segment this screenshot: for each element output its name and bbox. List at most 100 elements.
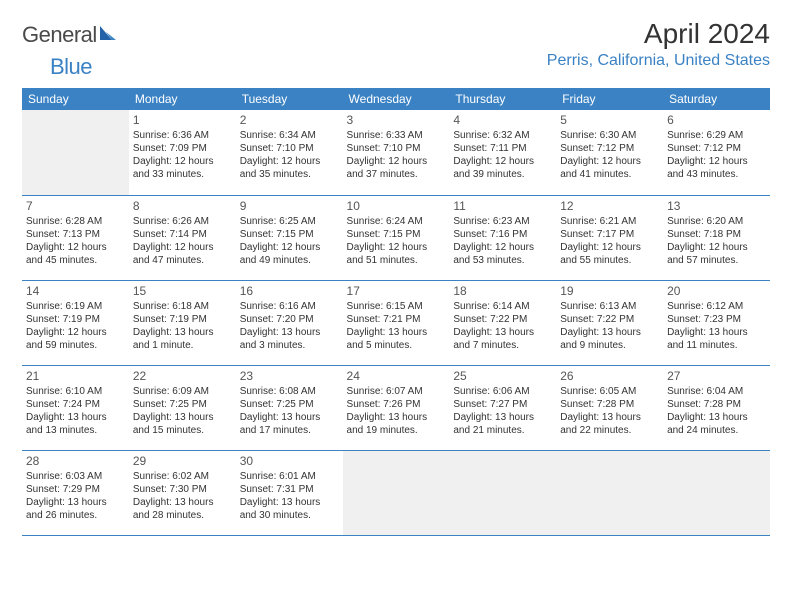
day-info-line: Sunrise: 6:04 AM bbox=[667, 385, 766, 398]
logo-sail-icon bbox=[98, 24, 118, 47]
day-info: Sunrise: 6:26 AMSunset: 7:14 PMDaylight:… bbox=[133, 215, 232, 267]
day-info: Sunrise: 6:05 AMSunset: 7:28 PMDaylight:… bbox=[560, 385, 659, 437]
day-info: Sunrise: 6:02 AMSunset: 7:30 PMDaylight:… bbox=[133, 470, 232, 522]
logo: General bbox=[22, 18, 118, 48]
day-info-line: and 9 minutes. bbox=[560, 339, 659, 352]
day-info: Sunrise: 6:28 AMSunset: 7:13 PMDaylight:… bbox=[26, 215, 125, 267]
day-info-line: Sunrise: 6:28 AM bbox=[26, 215, 125, 228]
day-number: 14 bbox=[26, 284, 125, 298]
day-number: 1 bbox=[133, 113, 232, 127]
day-info: Sunrise: 6:25 AMSunset: 7:15 PMDaylight:… bbox=[240, 215, 339, 267]
day-info-line: Daylight: 12 hours bbox=[240, 241, 339, 254]
day-info-line: Daylight: 13 hours bbox=[453, 326, 552, 339]
day-info-line: and 21 minutes. bbox=[453, 424, 552, 437]
day-info: Sunrise: 6:03 AMSunset: 7:29 PMDaylight:… bbox=[26, 470, 125, 522]
day-info-line: and 26 minutes. bbox=[26, 509, 125, 522]
day-info-line: Daylight: 12 hours bbox=[560, 155, 659, 168]
calendar-cell: 27Sunrise: 6:04 AMSunset: 7:28 PMDayligh… bbox=[663, 365, 770, 450]
day-info-line: Sunrise: 6:23 AM bbox=[453, 215, 552, 228]
day-info-line: Sunset: 7:13 PM bbox=[26, 228, 125, 241]
day-info-line: Sunrise: 6:18 AM bbox=[133, 300, 232, 313]
day-info-line: Sunset: 7:20 PM bbox=[240, 313, 339, 326]
day-info-line: Sunset: 7:12 PM bbox=[560, 142, 659, 155]
day-info-line: Daylight: 13 hours bbox=[133, 326, 232, 339]
day-info-line: Daylight: 13 hours bbox=[26, 496, 125, 509]
day-info-line: Daylight: 12 hours bbox=[453, 241, 552, 254]
calendar-body: 1 Sunrise: 6:36 AMSunset: 7:09 PMDaylight… bbox=[22, 110, 770, 535]
day-info: Sunrise: 6:01 AMSunset: 7:31 PMDaylight:… bbox=[240, 470, 339, 522]
weekday-header: Thursday bbox=[449, 88, 556, 110]
calendar-cell: 24Sunrise: 6:07 AMSunset: 7:26 PMDayligh… bbox=[343, 365, 450, 450]
day-info-line: Sunset: 7:19 PM bbox=[133, 313, 232, 326]
day-info: Sunrise: 6:34 AMSunset: 7:10 PMDaylight:… bbox=[240, 129, 339, 181]
day-number: 4 bbox=[453, 113, 552, 127]
day-info-line: Sunrise: 6:06 AM bbox=[453, 385, 552, 398]
weekday-header: Friday bbox=[556, 88, 663, 110]
day-info-line: Daylight: 13 hours bbox=[667, 411, 766, 424]
calendar-cell: 26 Sunrise: 6:05 AMSunset: 7:28 PMDayligh… bbox=[556, 365, 663, 450]
day-info-line: Sunrise: 6:05 AM bbox=[560, 385, 659, 398]
day-number: 8 bbox=[133, 199, 232, 213]
day-info-line: Sunset: 7:17 PM bbox=[560, 228, 659, 241]
day-info-line: Sunset: 7:28 PM bbox=[667, 398, 766, 411]
calendar-cell: 7Sunrise: 6:28 AMSunset: 7:13 PMDaylight… bbox=[22, 195, 129, 280]
day-info-line: Daylight: 12 hours bbox=[26, 326, 125, 339]
day-info-line: Daylight: 12 hours bbox=[133, 241, 232, 254]
day-info: Sunrise: 6:24 AMSunset: 7:15 PMDaylight:… bbox=[347, 215, 446, 267]
weekday-header: Monday bbox=[129, 88, 236, 110]
day-info-line: Daylight: 12 hours bbox=[560, 241, 659, 254]
day-number: 21 bbox=[26, 369, 125, 383]
day-number: 26 bbox=[560, 369, 659, 383]
day-info-line: Sunrise: 6:29 AM bbox=[667, 129, 766, 142]
weekday-header: Saturday bbox=[663, 88, 770, 110]
day-info-line: Daylight: 12 hours bbox=[347, 241, 446, 254]
day-info-line: Sunset: 7:27 PM bbox=[453, 398, 552, 411]
day-info-line: Sunset: 7:22 PM bbox=[453, 313, 552, 326]
day-info-line: Sunset: 7:22 PM bbox=[560, 313, 659, 326]
day-info-line: Sunset: 7:18 PM bbox=[667, 228, 766, 241]
day-number: 29 bbox=[133, 454, 232, 468]
day-info-line: Daylight: 12 hours bbox=[240, 155, 339, 168]
day-info-line: and 59 minutes. bbox=[26, 339, 125, 352]
day-info: Sunrise: 6:09 AMSunset: 7:25 PMDaylight:… bbox=[133, 385, 232, 437]
calendar-cell: 15Sunrise: 6:18 AMSunset: 7:19 PMDayligh… bbox=[129, 280, 236, 365]
calendar-cell: 21Sunrise: 6:10 AMSunset: 7:24 PMDayligh… bbox=[22, 365, 129, 450]
calendar-week-row: 21Sunrise: 6:10 AMSunset: 7:24 PMDayligh… bbox=[22, 365, 770, 450]
day-info-line: and 55 minutes. bbox=[560, 254, 659, 267]
day-info: Sunrise: 6:08 AMSunset: 7:25 PMDaylight:… bbox=[240, 385, 339, 437]
calendar-cell: 30Sunrise: 6:01 AMSunset: 7:31 PMDayligh… bbox=[236, 450, 343, 535]
calendar-cell-empty bbox=[663, 450, 770, 535]
calendar-cell: 23Sunrise: 6:08 AMSunset: 7:25 PMDayligh… bbox=[236, 365, 343, 450]
day-number: 17 bbox=[347, 284, 446, 298]
day-info-line: and 49 minutes. bbox=[240, 254, 339, 267]
day-info-line: Sunset: 7:25 PM bbox=[240, 398, 339, 411]
day-info-line: Sunset: 7:25 PM bbox=[133, 398, 232, 411]
day-info-line: Sunset: 7:12 PM bbox=[667, 142, 766, 155]
calendar-week-row: 1 Sunrise: 6:36 AMSunset: 7:09 PMDaylight… bbox=[22, 110, 770, 195]
day-info-line: and 39 minutes. bbox=[453, 168, 552, 181]
day-info: Sunrise: 6:15 AMSunset: 7:21 PMDaylight:… bbox=[347, 300, 446, 352]
day-info: Sunrise: 6:23 AMSunset: 7:16 PMDaylight:… bbox=[453, 215, 552, 267]
calendar-cell: 19Sunrise: 6:13 AMSunset: 7:22 PMDayligh… bbox=[556, 280, 663, 365]
day-info-line: and 53 minutes. bbox=[453, 254, 552, 267]
day-info-line: and 17 minutes. bbox=[240, 424, 339, 437]
day-info: Sunrise: 6:36 AMSunset: 7:09 PMDaylight:… bbox=[133, 129, 232, 181]
day-info-line: Daylight: 13 hours bbox=[240, 326, 339, 339]
day-info: Sunrise: 6:14 AMSunset: 7:22 PMDaylight:… bbox=[453, 300, 552, 352]
calendar-cell-empty bbox=[556, 450, 663, 535]
day-info-line: Sunrise: 6:10 AM bbox=[26, 385, 125, 398]
day-info-line: Sunrise: 6:03 AM bbox=[26, 470, 125, 483]
day-info-line: Sunrise: 6:02 AM bbox=[133, 470, 232, 483]
day-info-line: and 37 minutes. bbox=[347, 168, 446, 181]
calendar-cell: 5Sunrise: 6:30 AMSunset: 7:12 PMDaylight… bbox=[556, 110, 663, 195]
day-number: 16 bbox=[240, 284, 339, 298]
calendar-week-row: 28Sunrise: 6:03 AMSunset: 7:29 PMDayligh… bbox=[22, 450, 770, 535]
calendar-week-row: 7Sunrise: 6:28 AMSunset: 7:13 PMDaylight… bbox=[22, 195, 770, 280]
day-info: Sunrise: 6:33 AMSunset: 7:10 PMDaylight:… bbox=[347, 129, 446, 181]
day-info-line: Sunset: 7:29 PM bbox=[26, 483, 125, 496]
day-number: 6 bbox=[667, 113, 766, 127]
day-info: Sunrise: 6:16 AMSunset: 7:20 PMDaylight:… bbox=[240, 300, 339, 352]
logo-text-general: General bbox=[22, 22, 97, 48]
calendar-week-row: 14Sunrise: 6:19 AMSunset: 7:19 PMDayligh… bbox=[22, 280, 770, 365]
calendar-cell: 18Sunrise: 6:14 AMSunset: 7:22 PMDayligh… bbox=[449, 280, 556, 365]
